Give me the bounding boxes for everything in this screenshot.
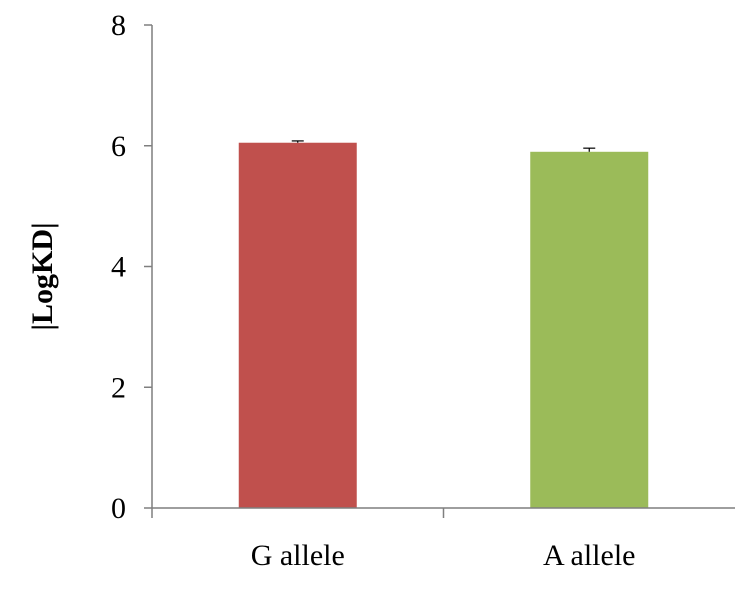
y-tick-label: 4 bbox=[111, 251, 126, 284]
y-axis-title: |LogKD| bbox=[26, 222, 59, 330]
x-category-label: G allele bbox=[251, 539, 345, 572]
x-ticks-group: G allele A allele bbox=[151, 508, 635, 572]
bar-g-allele bbox=[238, 142, 357, 508]
bars-group bbox=[238, 142, 649, 508]
error-bars-group bbox=[291, 140, 596, 152]
y-tick-label: 6 bbox=[111, 130, 126, 163]
bar-a-allele bbox=[530, 151, 649, 508]
x-category-label: A allele bbox=[543, 539, 635, 572]
y-ticks-group: 0 2 4 6 8 bbox=[111, 9, 152, 525]
y-tick-label: 8 bbox=[111, 9, 126, 42]
y-tick-label: 0 bbox=[111, 492, 126, 525]
y-tick-label: 2 bbox=[111, 371, 126, 404]
